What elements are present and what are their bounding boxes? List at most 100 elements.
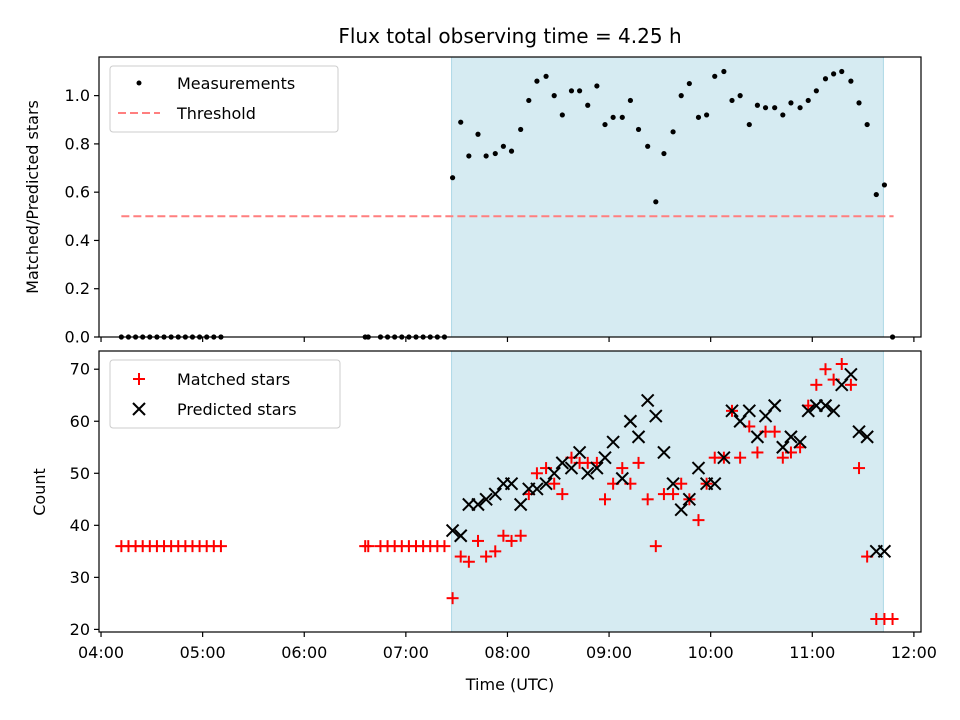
matched-star-point bbox=[438, 540, 451, 553]
predicted-star-point bbox=[615, 471, 629, 486]
measurement-point bbox=[627, 97, 634, 104]
measurement-point bbox=[856, 100, 862, 106]
matched-star-point bbox=[641, 493, 654, 506]
measurement-point bbox=[754, 102, 761, 108]
predicted-star-point bbox=[742, 404, 756, 418]
predicted-star-point bbox=[479, 492, 493, 507]
bottom-y-tick-label: 40 bbox=[70, 516, 90, 535]
measurement-point bbox=[645, 143, 651, 149]
matched-star-point bbox=[480, 550, 493, 563]
measurement-point bbox=[797, 105, 803, 111]
bottom-y-tick-label: 20 bbox=[70, 620, 90, 639]
x-tick-label: 07:00 bbox=[383, 643, 429, 662]
top-y-tick-label: 0.2 bbox=[65, 279, 90, 298]
measurement-point bbox=[466, 153, 472, 159]
bottom-axes-frame bbox=[98, 350, 922, 633]
measurement-point bbox=[704, 112, 710, 118]
predicted-star-point bbox=[564, 461, 579, 475]
measurement-point bbox=[839, 68, 845, 75]
observing-window-top bbox=[451, 56, 884, 338]
measurement-point bbox=[534, 78, 540, 84]
matched-star-point bbox=[751, 446, 764, 459]
top-y-tick-label: 1.0 bbox=[65, 86, 90, 105]
matched-star-point bbox=[632, 456, 645, 469]
matched-star-point bbox=[505, 534, 518, 547]
x-tick-label: 08:00 bbox=[484, 643, 530, 662]
measurement-point bbox=[585, 102, 591, 108]
measurement-point bbox=[483, 153, 489, 159]
bottom-y-tick-label: 60 bbox=[70, 412, 90, 431]
measurement-point bbox=[559, 112, 565, 118]
measurement-point bbox=[670, 129, 676, 135]
measurement-point bbox=[805, 97, 811, 104]
measurement-point bbox=[848, 78, 854, 84]
bottom-y-tick-label: 30 bbox=[70, 568, 90, 587]
bottom-y-axis-label: Count bbox=[30, 468, 49, 516]
matched-star-point bbox=[734, 451, 747, 464]
measurement-point bbox=[831, 71, 837, 77]
measurement-point bbox=[526, 97, 532, 104]
measurement-point bbox=[813, 88, 819, 94]
predicted-star-point bbox=[640, 393, 655, 408]
top-axes: 0.0 0.2 0.4 0.6 0.8 1.0 Matched/Predicted sta… bbox=[23, 56, 922, 347]
x-tick-label: 11:00 bbox=[789, 643, 835, 662]
legend-predicted-stars: Predicted stars bbox=[177, 400, 297, 419]
measurement-point bbox=[653, 199, 659, 205]
predicted-star-point bbox=[539, 476, 553, 491]
predicted-star-point bbox=[581, 466, 595, 480]
predicted-star-point bbox=[793, 435, 807, 449]
predicted-star-point bbox=[666, 476, 680, 491]
matched-star-point bbox=[776, 451, 789, 464]
predicted-star-point bbox=[657, 445, 671, 460]
matched-star-point bbox=[667, 488, 680, 501]
measurement-point bbox=[543, 73, 549, 79]
top-legend-box bbox=[109, 65, 339, 133]
x-tick-label: 05:00 bbox=[180, 643, 226, 662]
x-tick-label: 09:00 bbox=[586, 643, 632, 662]
x-tick-label: 06:00 bbox=[281, 643, 327, 662]
top-plot-series bbox=[118, 68, 896, 340]
predicted-star-point bbox=[488, 487, 502, 501]
matched-star-point bbox=[497, 529, 510, 542]
measurement-point bbox=[500, 143, 506, 149]
predicted-star-point bbox=[445, 523, 460, 538]
predicted-star-point bbox=[513, 497, 528, 512]
measurement-point bbox=[678, 93, 684, 99]
predicted-star-point bbox=[606, 435, 620, 449]
matched-star-point bbox=[462, 555, 475, 568]
predicted-star-point bbox=[818, 398, 833, 413]
measurements-legend-marker bbox=[136, 80, 142, 86]
measurement-point bbox=[737, 93, 743, 99]
predicted-star-point bbox=[691, 461, 706, 475]
predicted-star-point bbox=[708, 476, 722, 491]
matched-star-point bbox=[471, 534, 484, 547]
matched-star-point bbox=[548, 477, 561, 490]
measurement-point bbox=[602, 121, 608, 128]
measurement-point bbox=[695, 114, 702, 120]
predicted-star-point bbox=[454, 529, 468, 543]
measurement-point bbox=[492, 150, 498, 157]
matched-star-point bbox=[489, 545, 502, 558]
predicted-star-point bbox=[750, 430, 765, 444]
predicted-star-point bbox=[674, 503, 688, 517]
bottom-legend-box bbox=[109, 359, 341, 429]
x-tick-label: 10:00 bbox=[688, 643, 734, 662]
top-y-axis-label: Matched/Predicted stars bbox=[23, 100, 42, 294]
predicted-star-point bbox=[598, 450, 612, 465]
predicted-star-point bbox=[649, 409, 663, 423]
top-y-tick-label: 0.0 bbox=[65, 328, 90, 347]
predicted-star-point bbox=[682, 492, 697, 507]
predicted-star-point bbox=[717, 450, 731, 465]
matched-star-point bbox=[454, 550, 467, 563]
matched-star-point bbox=[810, 378, 823, 391]
measurement-point bbox=[508, 148, 515, 154]
predicted-star-point bbox=[590, 461, 604, 475]
chart-title: Flux total observing time = 4.25 h bbox=[338, 24, 681, 48]
predicted-star-point bbox=[547, 466, 561, 480]
matched-star-point bbox=[844, 378, 857, 391]
bottom-plot-series bbox=[115, 358, 899, 625]
measurement-point bbox=[873, 191, 879, 198]
matched-star-point bbox=[514, 529, 527, 542]
predicted-star-point bbox=[801, 404, 815, 418]
